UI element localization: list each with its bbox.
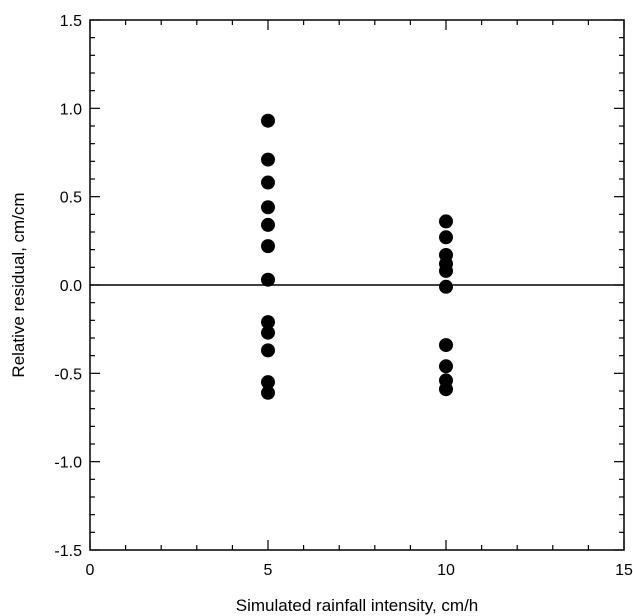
data-point [261, 113, 275, 128]
data-point [261, 239, 275, 254]
data-point [439, 230, 453, 245]
data-point [439, 338, 453, 353]
x-tick-label: 5 [264, 562, 273, 579]
data-point [261, 152, 275, 167]
data-point [439, 214, 453, 229]
data-point [261, 315, 275, 330]
data-point [261, 325, 275, 340]
data-point [261, 217, 275, 232]
data-point [261, 200, 275, 215]
data-point [261, 375, 275, 390]
data-point [261, 343, 275, 358]
x-tick-label: 15 [615, 562, 633, 579]
x-tick-label: 0 [86, 562, 95, 579]
y-axis-title: Relative residual, cm/cm [9, 192, 28, 377]
y-tick-label: 1.5 [60, 13, 82, 30]
data-point [261, 272, 275, 287]
data-point [261, 175, 275, 190]
x-axis-title: Simulated rainfall intensity, cm/h [236, 596, 479, 615]
y-tick-label: -0.5 [54, 366, 82, 383]
y-tick-label: 0.5 [60, 190, 82, 207]
data-point [439, 263, 453, 278]
data-point [439, 359, 453, 374]
data-point [439, 279, 453, 294]
data-points [261, 113, 453, 400]
axis-tick-labels: 0 5 10 15 -1.5 -1.0 -0.5 0.0 0.5 1.0 1.5 [54, 13, 633, 579]
plot-frame [89, 19, 625, 551]
y-tick-label: 0.0 [60, 278, 82, 295]
x-tick-label: 10 [437, 562, 455, 579]
y-tick-label: -1.0 [54, 455, 82, 472]
axis-ticks [89, 19, 625, 551]
data-point [439, 382, 453, 397]
y-tick-label: -1.5 [54, 543, 82, 560]
data-point [261, 385, 275, 400]
y-tick-label: 1.0 [60, 101, 82, 118]
